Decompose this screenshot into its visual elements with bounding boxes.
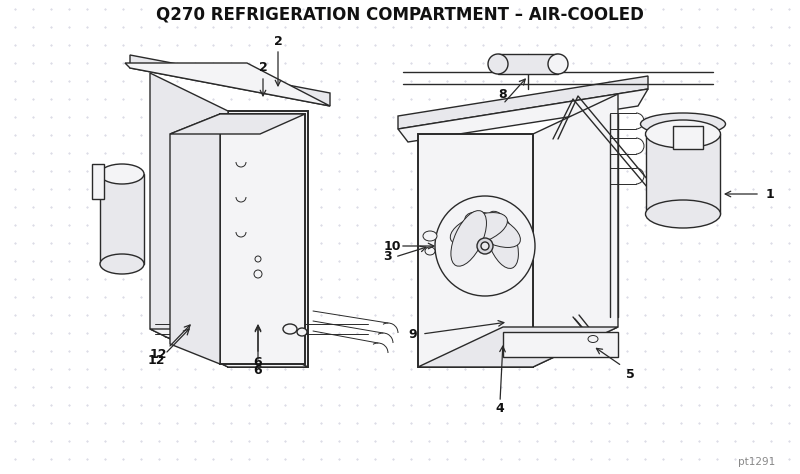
Text: 5: 5 xyxy=(626,367,634,381)
Text: 12: 12 xyxy=(147,355,165,367)
Ellipse shape xyxy=(646,120,721,148)
Ellipse shape xyxy=(450,212,507,246)
Polygon shape xyxy=(130,55,330,106)
Ellipse shape xyxy=(588,336,598,343)
Ellipse shape xyxy=(255,256,261,262)
Ellipse shape xyxy=(297,328,307,336)
Ellipse shape xyxy=(425,247,435,255)
Text: 6: 6 xyxy=(254,364,262,376)
Polygon shape xyxy=(418,134,533,367)
Text: 9: 9 xyxy=(409,328,418,340)
Ellipse shape xyxy=(481,242,489,250)
Ellipse shape xyxy=(423,231,437,241)
Polygon shape xyxy=(398,89,648,142)
Text: 12: 12 xyxy=(150,348,166,362)
Polygon shape xyxy=(150,329,308,367)
Ellipse shape xyxy=(465,212,521,247)
Text: 6: 6 xyxy=(254,356,262,368)
Ellipse shape xyxy=(435,196,535,296)
Text: 10: 10 xyxy=(383,239,401,253)
Ellipse shape xyxy=(254,270,262,278)
Polygon shape xyxy=(418,327,618,367)
Ellipse shape xyxy=(486,211,518,268)
Polygon shape xyxy=(503,332,618,357)
Text: 1: 1 xyxy=(766,188,774,201)
Ellipse shape xyxy=(100,164,144,184)
Ellipse shape xyxy=(100,254,144,274)
Ellipse shape xyxy=(283,324,297,334)
Text: 8: 8 xyxy=(498,88,507,100)
Text: 4: 4 xyxy=(496,402,504,416)
Ellipse shape xyxy=(451,210,486,266)
Ellipse shape xyxy=(477,238,493,254)
Polygon shape xyxy=(92,164,104,199)
Polygon shape xyxy=(220,114,305,364)
Polygon shape xyxy=(228,111,308,367)
Ellipse shape xyxy=(646,200,721,228)
Polygon shape xyxy=(150,73,228,367)
Polygon shape xyxy=(170,114,220,364)
Polygon shape xyxy=(673,126,703,149)
Polygon shape xyxy=(398,76,648,129)
Text: 2: 2 xyxy=(274,35,282,47)
Polygon shape xyxy=(170,114,305,134)
Polygon shape xyxy=(100,174,144,264)
Ellipse shape xyxy=(488,54,508,74)
Ellipse shape xyxy=(641,113,726,135)
Text: 3: 3 xyxy=(382,250,391,264)
Polygon shape xyxy=(533,94,618,367)
Text: 2: 2 xyxy=(258,61,267,73)
Polygon shape xyxy=(125,63,330,106)
Polygon shape xyxy=(498,54,558,74)
Text: pt1291: pt1291 xyxy=(738,457,775,467)
Polygon shape xyxy=(646,134,720,214)
Text: Q270 REFRIGERATION COMPARTMENT – AIR-COOLED: Q270 REFRIGERATION COMPARTMENT – AIR-COO… xyxy=(156,5,644,23)
Ellipse shape xyxy=(548,54,568,74)
